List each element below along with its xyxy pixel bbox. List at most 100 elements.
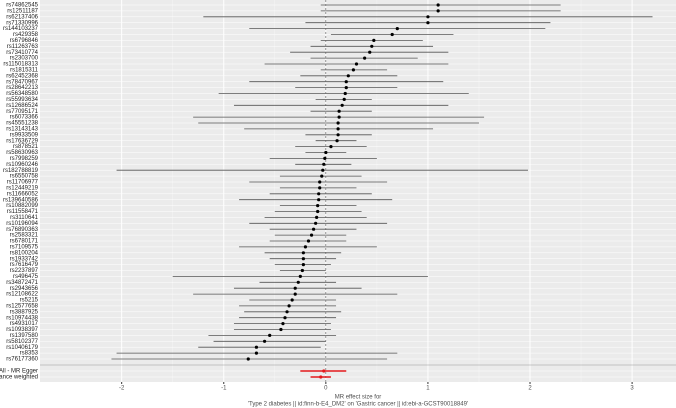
estimate-point — [343, 91, 347, 96]
row-label: rs56348580 — [6, 91, 38, 97]
x-axis-title: MR effect size for — [335, 395, 382, 401]
row-label: rs12108622 — [6, 292, 38, 298]
row-label: rs878521 — [13, 144, 39, 150]
estimate-point — [254, 351, 259, 355]
row-label: rs12449219 — [6, 185, 38, 191]
estimate-point — [320, 174, 324, 178]
row-label: rs6073366 — [10, 115, 39, 121]
estimate-point — [354, 62, 359, 66]
row-label: rs1815311 — [10, 67, 39, 73]
estimate-point — [436, 3, 440, 7]
estimate-point — [298, 274, 302, 278]
x-axis-title: 'Type 2 diabetes || id:finn-b-E4_DM2' on… — [248, 402, 468, 408]
row-label: rs10938397 — [6, 327, 38, 333]
estimate-point — [296, 280, 300, 284]
estimate-point — [301, 257, 305, 261]
row-label: rs9933509 — [10, 132, 39, 138]
row-label: rs2943656 — [10, 286, 39, 292]
row-label: rs10406179 — [6, 345, 38, 351]
row-label: rs7998259 — [10, 156, 39, 162]
row-label: rs11263763 — [7, 44, 39, 50]
estimate-point — [318, 186, 322, 190]
row-label: rs6780171 — [10, 239, 39, 245]
row-label: rs496475 — [13, 274, 39, 280]
estimate-point — [342, 97, 346, 101]
estimate-point — [321, 168, 325, 172]
row-label: rs28642213 — [6, 85, 38, 91]
estimate-point — [323, 156, 327, 160]
row-label: rs10960246 — [6, 162, 38, 168]
estimate-point — [317, 192, 321, 196]
estimate-point — [351, 68, 356, 72]
row-label: rs10882099 — [6, 203, 38, 209]
row-label: All - Inverse variance weighted — [0, 375, 38, 381]
row-label: rs3110641 — [10, 215, 39, 221]
estimate-point — [335, 139, 339, 143]
row-label: rs2237897 — [10, 268, 39, 274]
x-tick-label: -2 — [119, 386, 125, 392]
row-label: rs55993634 — [6, 97, 38, 103]
row-label: rs45551238 — [6, 121, 38, 127]
estimate-point — [262, 339, 267, 343]
x-tick-label: 3 — [630, 386, 634, 392]
estimate-point — [293, 292, 297, 296]
row-label: rs12686524 — [6, 103, 38, 109]
x-tick-label: 0 — [324, 386, 328, 392]
estimate-point — [283, 316, 287, 320]
estimate-point — [336, 127, 340, 131]
row-label: rs62137406 — [6, 14, 38, 20]
row-label: rs11706977 — [7, 180, 39, 186]
row-label: rs74862545 — [6, 3, 38, 9]
estimate-point — [363, 56, 367, 60]
row-label: rs17636729 — [6, 138, 38, 144]
x-tick-label: 2 — [528, 386, 532, 392]
row-label: rs182788819 — [3, 168, 39, 174]
estimate-point — [309, 233, 314, 237]
row-label: All - MR Egger — [0, 369, 38, 375]
estimate-point — [300, 268, 304, 273]
estimate-point — [395, 27, 399, 31]
row-label: rs11558471 — [7, 209, 39, 215]
row-label: rs1933742 — [10, 256, 39, 262]
estimate-point — [322, 162, 326, 166]
estimate-point — [317, 198, 321, 202]
row-label: rs76177360 — [6, 357, 38, 363]
estimate-point — [301, 251, 305, 255]
row-label: rs10196094 — [6, 221, 38, 227]
row-label: rs2303700 — [10, 56, 39, 62]
estimate-point — [426, 15, 430, 19]
estimate-point — [372, 38, 376, 43]
row-label: rs77095171 — [6, 109, 38, 115]
row-label: rs144103237 — [3, 26, 39, 32]
estimate-point — [293, 286, 297, 290]
row-label: rs11666052 — [7, 191, 39, 197]
estimate-point — [368, 50, 372, 54]
estimate-point — [370, 44, 374, 48]
estimate-point — [315, 215, 319, 219]
estimate-point — [340, 103, 344, 107]
row-label: rs2583321 — [10, 233, 39, 239]
estimate-point — [314, 221, 318, 225]
estimate-point — [268, 333, 272, 337]
estimate-point — [436, 9, 440, 13]
estimate-point — [337, 109, 341, 113]
row-label: rs8100204 — [10, 250, 39, 256]
row-label: rs73410774 — [6, 50, 38, 56]
row-label: rs3887925 — [10, 309, 39, 315]
estimate-point — [290, 298, 294, 302]
estimate-point — [279, 327, 283, 332]
estimate-point — [319, 375, 323, 379]
estimate-point — [301, 263, 305, 267]
row-label: rs12511187 — [7, 8, 38, 14]
row-label: rs8353 — [20, 351, 39, 357]
row-label: rs7616479 — [10, 262, 39, 268]
estimate-point — [337, 115, 341, 119]
estimate-point — [246, 357, 250, 361]
row-label: rs10974438 — [6, 315, 38, 321]
row-label: rs58630963 — [6, 150, 38, 156]
row-label: rs4931017 — [10, 321, 39, 327]
row-label: rs6796846 — [10, 38, 39, 44]
estimate-point — [336, 121, 340, 125]
row-label: rs6550758 — [10, 174, 39, 180]
